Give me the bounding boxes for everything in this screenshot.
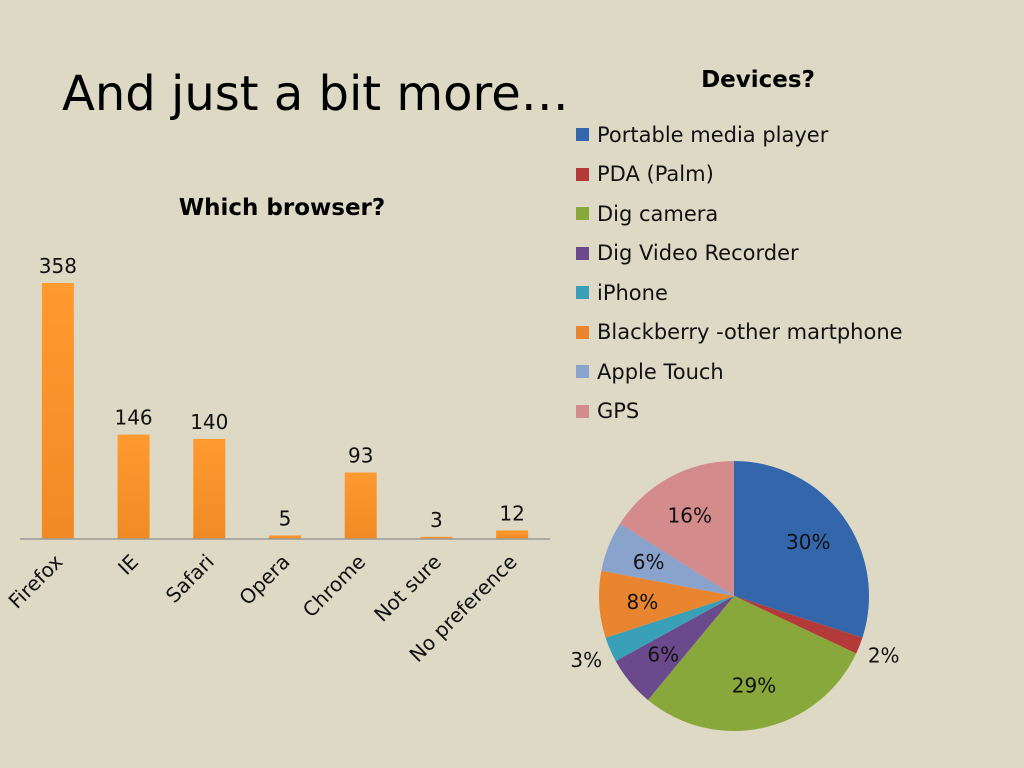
pie-data-label: 16% [668,504,712,528]
legend-item: GPS [576,392,903,432]
legend-swatch [576,246,589,260]
legend-swatch [576,128,589,142]
bar-6 [496,530,529,539]
legend-item: Dig camera [576,194,903,234]
pie-data-label: 8% [627,590,659,614]
pie-slice-3 [615,596,734,701]
pie-data-label: 6% [647,643,679,667]
legend-label: GPS [597,399,640,424]
slide-title: And just a bit more… [62,66,569,122]
legend-item: Apple Touch [576,352,903,392]
legend-label: Dig Video Recorder [597,241,799,266]
legend-label: iPhone [597,280,668,305]
pie-data-label: 30% [786,530,830,554]
pie-slice-4 [605,596,734,662]
legend-swatch [576,167,589,181]
legend-swatch [576,404,589,418]
pie-slice-2 [647,596,857,731]
pie-slice-5 [599,570,734,638]
bar-value-label: 146 [114,406,152,430]
legend-label: Apple Touch [597,359,724,384]
pie-data-label: 6% [633,550,665,574]
pie-data-label: 29% [732,674,776,698]
legend-swatch [576,325,589,339]
bar-chart-title: Which browser? [178,195,386,221]
legend-item: iPhone [576,273,903,313]
legend-item: Portable media player [576,115,903,155]
pie-slice-6 [601,523,734,596]
bar-value-label: 358 [39,254,77,278]
device-legend: Portable media player PDA (Palm) Dig camer… [576,115,903,431]
browser-bar-chart: 358 Firefox 146 IE 140 Safari 5 Opera 93 Chrome 3 N… [4,254,550,667]
pie-data-label: 3% [570,648,602,672]
legend-label: Portable media player [597,122,829,147]
legend-swatch [576,207,589,221]
legend-swatch [576,286,589,300]
legend-item: PDA (Palm) [576,155,903,195]
bar-value-label: 12 [499,501,524,525]
bar-category-label: Safari [161,550,219,608]
pie-slice-7 [620,461,734,596]
legend-swatch [576,365,589,379]
legend-label: Dig camera [597,201,719,226]
bar-category-label: Chrome [298,550,370,622]
bar-2 [193,438,226,539]
bar-category-label: Opera [234,550,294,610]
bar-value-label: 3 [430,508,443,532]
legend-label: PDA (Palm) [597,162,714,187]
pie-data-label: 2% [868,643,900,667]
bar-1 [117,434,150,539]
pie-slice-1 [734,596,863,654]
bar-5 [420,536,453,539]
bar-value-label: 5 [279,506,292,530]
bar-0 [41,283,74,539]
device-pie-chart: 30%2%29%6%3%8%6%16% [570,461,900,731]
legend-item: Blackberry -other martphone [576,313,903,353]
bar-4 [344,472,377,539]
bar-category-label: Firefox [4,549,68,613]
pie-chart-title: Devices? [701,67,815,93]
pie-slice-0 [734,461,869,638]
bar-3 [269,535,301,539]
legend-label: Blackberry -other martphone [597,320,903,345]
bar-value-label: 93 [348,443,373,467]
bar-category-label: Not sure [369,550,446,627]
bar-value-label: 140 [190,410,228,434]
bar-category-label: IE [113,550,143,580]
legend-item: Dig Video Recorder [576,234,903,274]
